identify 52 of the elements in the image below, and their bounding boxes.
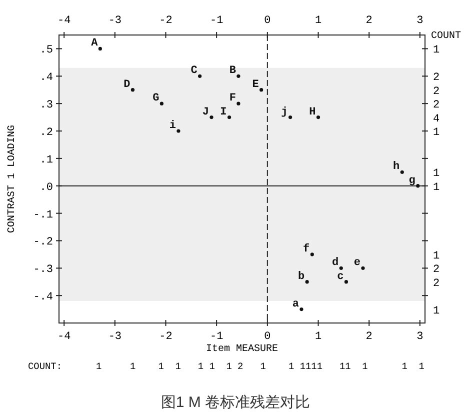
y-tick-label: -.1 [33, 209, 54, 222]
x-tick-label: 2 [366, 331, 372, 343]
point-label: D [124, 78, 130, 91]
point-label: h [393, 161, 400, 174]
point-label: e [354, 257, 360, 270]
x-axis-title: Item MEASURE [206, 344, 278, 355]
x2-tick-label: 0 [264, 15, 271, 27]
y-tick-label: -.4 [33, 292, 54, 304]
point-label: I [220, 106, 227, 118]
x2-tick-label: -1 [210, 15, 224, 27]
y-tick-label: .2 [40, 127, 53, 139]
point-label: C [190, 65, 198, 78]
point-label: E [252, 78, 259, 91]
point-label: j [281, 106, 288, 118]
x-tick-label: 3 [416, 331, 424, 343]
y-tick-label: .4 [40, 72, 54, 84]
y-tick-label: -.2 [33, 236, 53, 249]
point-label: B [229, 65, 236, 78]
point-label: J [202, 106, 209, 118]
x2-tick-label: 3 [416, 15, 424, 27]
x2-tick-label: 1 [314, 15, 322, 27]
x-tick-label: -3 [108, 331, 122, 343]
point-label: G [152, 92, 160, 105]
point-label: a [292, 298, 299, 310]
x-tick-label: -4 [57, 331, 72, 343]
point-label: A [91, 38, 98, 50]
point-label: c [337, 270, 344, 283]
point-label: f [303, 243, 310, 256]
x-tick-label: -1 [210, 331, 224, 343]
caption: 图1 M 卷标准残差对比 [160, 394, 310, 411]
point-label: F [229, 92, 236, 105]
x2-tick-label: -3 [108, 15, 122, 27]
y-tick-label: .1 [40, 154, 54, 166]
text: COUNT: 1 1 1 1 1 1 1 2 1 1 1111 11 1 1 1 [28, 361, 425, 372]
point-label: b [298, 270, 305, 283]
x2-tick-label: -2 [159, 15, 172, 27]
x-tick-label: 0 [264, 331, 271, 343]
x2-tick-label: -4 [57, 15, 72, 27]
y-tick-label: .0 [40, 182, 53, 194]
point-label: d [332, 257, 339, 270]
point-label: H [309, 106, 316, 118]
x2-tick-label: 2 [366, 15, 372, 27]
x-tick-label: -2 [159, 331, 172, 343]
point-label: i [169, 120, 176, 132]
x-tick-label: 1 [314, 331, 322, 343]
y-axis-title: CONTRAST 1 LOADING [7, 124, 18, 234]
row-counts: 1 2 2 2 4 1 1 1 1 2 2 1 [433, 44, 440, 318]
point-label: g [408, 174, 416, 187]
y2-axis-title: COUNT [431, 31, 462, 42]
y-tick-label: .5 [40, 44, 53, 57]
y-tick-label: -.3 [33, 264, 53, 276]
y-tick-label: .3 [40, 100, 53, 112]
